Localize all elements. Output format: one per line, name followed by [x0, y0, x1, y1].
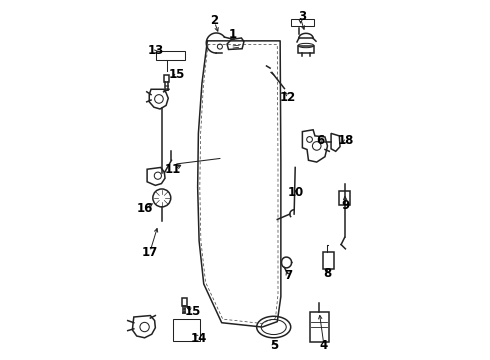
Text: 17: 17 [142, 246, 158, 259]
Text: 18: 18 [337, 134, 354, 147]
Text: 4: 4 [320, 339, 328, 352]
Text: 14: 14 [190, 332, 207, 345]
Text: 11: 11 [165, 163, 181, 176]
Text: 7: 7 [284, 269, 292, 282]
Text: 1: 1 [228, 28, 237, 41]
Bar [181, 298, 187, 306]
Bar [164, 75, 170, 82]
Text: 12: 12 [280, 91, 296, 104]
Bar [291, 19, 314, 26]
Text: 6: 6 [316, 134, 324, 147]
Bar [156, 51, 186, 60]
Text: 8: 8 [323, 267, 332, 280]
Bar [298, 45, 314, 53]
Bar [323, 252, 334, 269]
Text: 10: 10 [288, 186, 304, 199]
Text: 3: 3 [298, 10, 306, 23]
Text: 16: 16 [136, 202, 153, 215]
Text: 9: 9 [342, 199, 349, 212]
Bar [339, 192, 350, 205]
Text: 15: 15 [169, 68, 185, 81]
Text: 2: 2 [211, 14, 219, 27]
Text: 13: 13 [147, 44, 164, 57]
Text: 5: 5 [270, 339, 278, 352]
Bar [173, 319, 200, 341]
Bar [310, 312, 329, 342]
Text: 15: 15 [185, 306, 201, 319]
